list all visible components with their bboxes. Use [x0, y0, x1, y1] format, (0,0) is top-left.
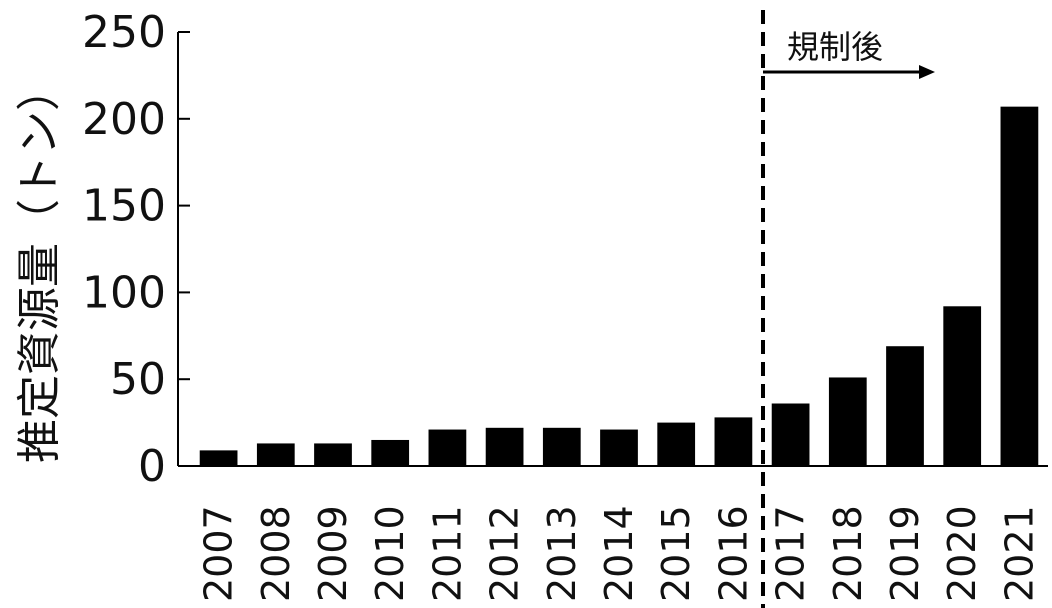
bar	[886, 346, 924, 466]
y-tick-label: 250	[82, 7, 166, 58]
bar	[199, 450, 238, 466]
y-axis: 0 50 100 150 200 250	[82, 7, 190, 492]
x-tick-label: 2009	[311, 505, 355, 602]
x-axis: 2007 2008 2009 2010 2011 2012 2013 2014 2015 2016…	[178, 465, 1048, 602]
bar	[600, 429, 638, 466]
bar	[485, 427, 524, 466]
x-tick-label: 2014	[597, 505, 641, 602]
bar	[828, 377, 867, 466]
x-tick-label: 2008	[254, 505, 298, 602]
x-tick-label: 2012	[483, 505, 527, 602]
regulation-label: 規制後	[787, 28, 883, 66]
bar	[371, 439, 410, 466]
x-tick-label: 2015	[654, 505, 698, 602]
bar	[714, 417, 753, 466]
regulation-annotation: 規制後	[761, 10, 935, 608]
x-tick-label: 2018	[826, 505, 870, 602]
y-tick-label: 150	[82, 181, 166, 232]
x-tick-label: 2017	[769, 505, 813, 602]
x-tick-label: 2007	[197, 505, 241, 602]
y-axis-label: 推定資源量（トン）	[14, 67, 65, 463]
x-tick-label: 2010	[368, 505, 412, 602]
y-tick-label: 0	[138, 441, 166, 492]
bar	[1000, 106, 1039, 466]
x-tick-label: 2020	[940, 505, 984, 602]
arrow-right-icon	[919, 65, 935, 79]
y-tick-label: 200	[82, 94, 166, 145]
bar-series	[199, 106, 1039, 466]
x-tick-label: 2011	[425, 505, 469, 602]
bar	[314, 443, 352, 466]
x-tick-label: 2019	[883, 505, 927, 602]
x-tick-label: 2016	[711, 505, 755, 602]
bar	[542, 427, 581, 466]
bar	[771, 403, 810, 466]
bar	[256, 443, 295, 466]
bar	[943, 306, 982, 466]
bar	[428, 429, 467, 466]
y-tick-label: 50	[110, 354, 166, 405]
y-tick-label: 100	[82, 267, 166, 318]
bar	[657, 422, 696, 466]
x-tick-label: 2021	[997, 505, 1041, 602]
x-tick-label: 2013	[540, 505, 584, 602]
